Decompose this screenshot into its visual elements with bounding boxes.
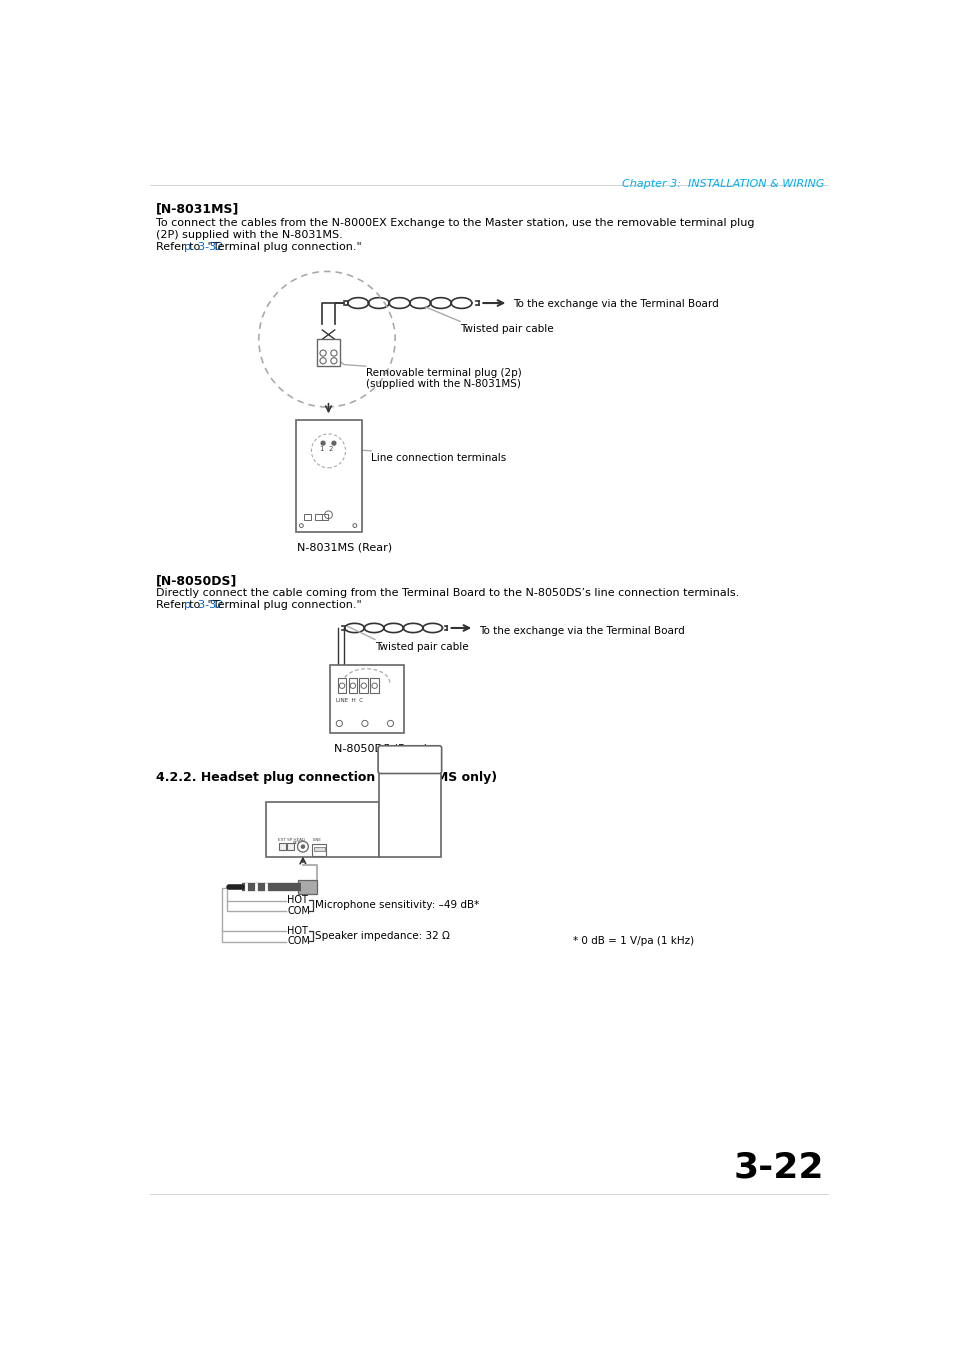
FancyBboxPatch shape <box>298 880 316 893</box>
FancyBboxPatch shape <box>348 678 356 693</box>
Text: N-8031MS (Rear): N-8031MS (Rear) <box>297 543 393 553</box>
Text: (2P) supplied with the N-8031MS.: (2P) supplied with the N-8031MS. <box>155 230 342 240</box>
FancyBboxPatch shape <box>295 420 361 532</box>
Text: EXT SP HEAD: EXT SP HEAD <box>278 838 305 842</box>
FancyBboxPatch shape <box>314 847 324 851</box>
Text: Removable terminal plug (2p): Removable terminal plug (2p) <box>365 369 521 378</box>
FancyBboxPatch shape <box>266 802 378 858</box>
Text: Twisted pair cable: Twisted pair cable <box>459 324 554 334</box>
FancyBboxPatch shape <box>315 513 321 520</box>
Text: N-8050DS (Rear): N-8050DS (Rear) <box>334 743 428 754</box>
Text: p. 3-32: p. 3-32 <box>183 242 223 253</box>
Text: HOT: HOT <box>287 925 308 936</box>
Text: Directly connect the cable coming from the Terminal Board to the N-8050DS’s line: Directly connect the cable coming from t… <box>155 588 739 598</box>
Text: p. 3-32: p. 3-32 <box>183 600 223 611</box>
Text: Twisted pair cable: Twisted pair cable <box>375 642 468 651</box>
Text: To connect the cables from the N-8000EX Exchange to the Master station, use the : To connect the cables from the N-8000EX … <box>155 218 754 227</box>
Text: [N-8050DS]: [N-8050DS] <box>155 574 236 588</box>
Text: "Terminal plug connection.": "Terminal plug connection." <box>204 242 362 253</box>
Circle shape <box>321 442 325 444</box>
FancyBboxPatch shape <box>286 843 294 850</box>
Text: To the exchange via the Terminal Board: To the exchange via the Terminal Board <box>478 626 684 636</box>
Circle shape <box>353 524 356 527</box>
Text: (supplied with the N-8031MS): (supplied with the N-8031MS) <box>365 380 520 389</box>
FancyBboxPatch shape <box>377 746 441 774</box>
Text: 4.2.2. Headset plug connection (N-8000MS only): 4.2.2. Headset plug connection (N-8000MS… <box>155 771 497 784</box>
FancyBboxPatch shape <box>370 678 378 693</box>
Text: COM: COM <box>287 936 310 946</box>
Text: To the exchange via the Terminal Board: To the exchange via the Terminal Board <box>513 299 718 309</box>
FancyBboxPatch shape <box>312 843 326 857</box>
FancyBboxPatch shape <box>337 678 346 693</box>
Text: Refer to: Refer to <box>155 600 203 611</box>
Text: [N-8031MS]: [N-8031MS] <box>155 203 239 215</box>
Text: Speaker impedance: 32 Ω: Speaker impedance: 32 Ω <box>315 931 450 940</box>
Text: Chapter 3:  INSTALLATION & WIRING: Chapter 3: INSTALLATION & WIRING <box>621 180 823 189</box>
FancyBboxPatch shape <box>359 678 368 693</box>
Text: Line connection terminals: Line connection terminals <box>371 453 506 463</box>
Text: 1  2: 1 2 <box>320 446 334 453</box>
Circle shape <box>299 524 303 527</box>
FancyBboxPatch shape <box>304 513 311 520</box>
FancyBboxPatch shape <box>378 771 440 858</box>
Text: * 0 dB = 1 V/pa (1 kHz): * 0 dB = 1 V/pa (1 kHz) <box>572 936 693 946</box>
Text: "Terminal plug connection.": "Terminal plug connection." <box>204 600 362 611</box>
Text: Refer to: Refer to <box>155 242 203 253</box>
Text: HOT: HOT <box>287 894 308 905</box>
FancyBboxPatch shape <box>322 513 328 520</box>
Text: Microphone sensitivity: –49 dB*: Microphone sensitivity: –49 dB* <box>315 900 479 911</box>
Text: LINE: LINE <box>313 838 322 842</box>
Circle shape <box>301 846 304 848</box>
Text: COM: COM <box>287 905 310 916</box>
Text: LINE  H  C: LINE H C <box>335 698 363 703</box>
Text: 3-22: 3-22 <box>733 1151 823 1185</box>
FancyBboxPatch shape <box>278 843 286 850</box>
FancyBboxPatch shape <box>330 665 403 732</box>
Text: SET: SET <box>293 842 300 846</box>
FancyBboxPatch shape <box>316 339 340 366</box>
Circle shape <box>332 442 335 444</box>
